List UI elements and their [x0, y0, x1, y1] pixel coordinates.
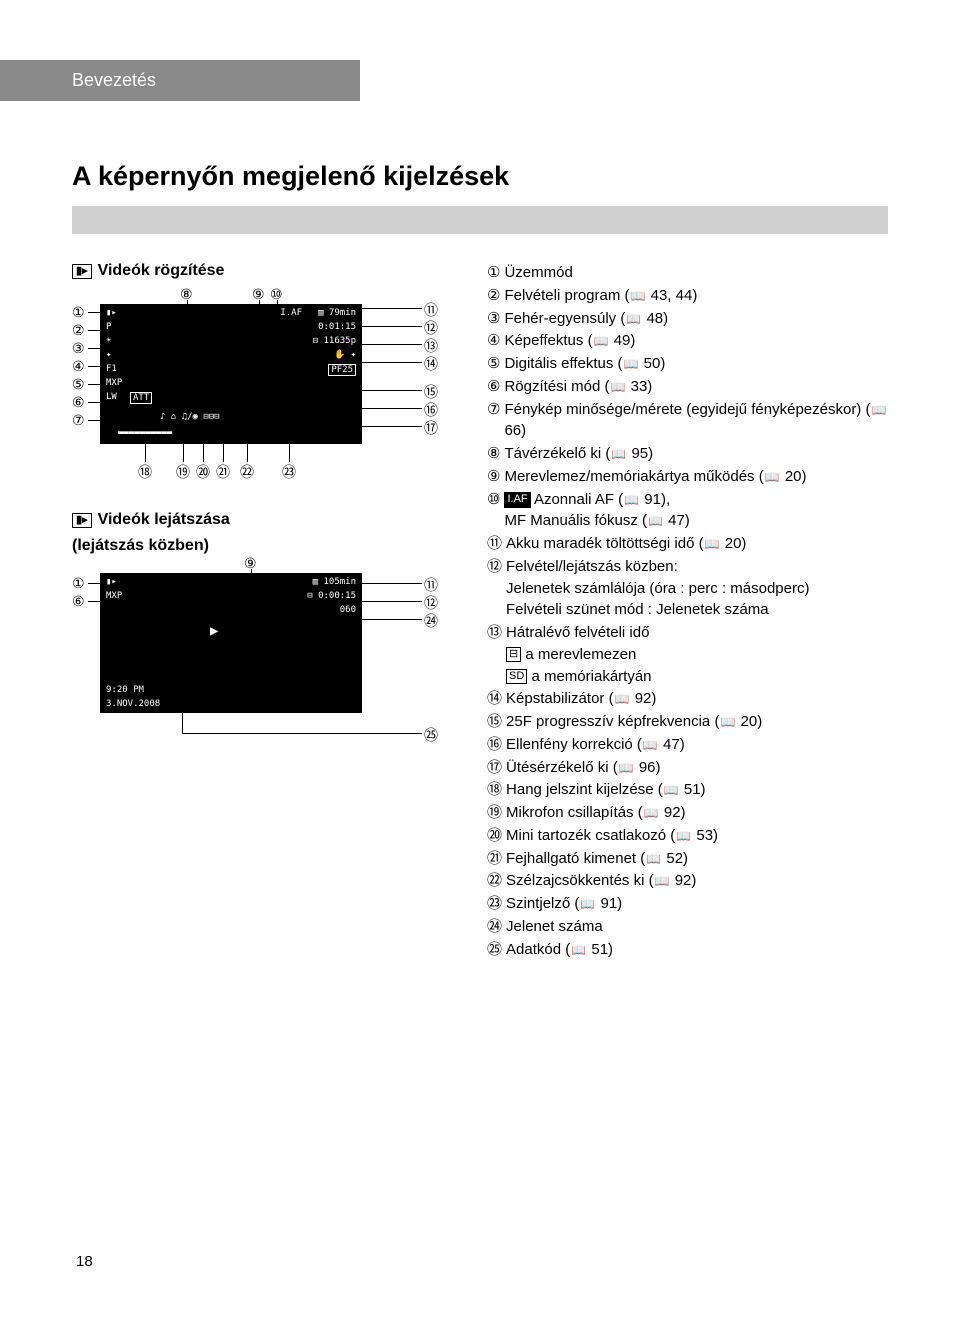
legend-9: ⑨Merevlemez/memóriakártya működés ( 20): [487, 466, 888, 488]
left-column: ▮▸ Videók rögzítése ① ② ③ ④ ⑤ ⑥ ⑦ ⑧ ⑨ ⑩ …: [72, 262, 467, 961]
callout-6: ⑥: [72, 394, 85, 411]
legend-24: ㉔Jelenet száma: [487, 916, 888, 938]
s1-eff: ✦: [106, 350, 111, 360]
mode1-label: ▮▸ Videók rögzítése: [72, 262, 467, 280]
callout-7: ⑦: [72, 412, 85, 429]
p-callout-25: ㉕: [424, 725, 438, 745]
legend-12: ⑫Felvétel/lejátszás közben:Jelenetek szá…: [487, 556, 888, 621]
callout-21: ㉑: [216, 462, 230, 482]
camera-mode-icon: ▮▸: [72, 264, 92, 279]
legend-16: ⑯Ellenfény korrekció ( 47): [487, 734, 888, 756]
callout-1: ①: [72, 304, 85, 321]
s2-counter: 060: [340, 605, 356, 615]
legend-4: ④Képeffektus ( 49): [487, 330, 888, 352]
mode2-sublabel: (lejátszás közben): [72, 537, 467, 555]
callout-23: ㉓: [282, 462, 296, 482]
callout-19: ⑲: [176, 462, 190, 482]
legend-20: ⑳Mini tartozék csatlakozó ( 53): [487, 825, 888, 847]
screen-playback: ▮▸ MXP ▥ 105min ⊟ 0:00:15 060 ▶ 9:20 PM …: [100, 573, 362, 713]
callout-22: ㉒: [240, 462, 254, 482]
s1-stab: ✋ ✦: [334, 350, 356, 360]
callout-11: ⑪: [424, 300, 438, 320]
s1-f1: F1: [106, 364, 117, 374]
s1-att: ATT: [130, 392, 152, 404]
legend-3: ③Fehér-egyensúly ( 48): [487, 308, 888, 330]
legend-17: ⑰Ütésérzékelő ki ( 96): [487, 757, 888, 779]
legend-25: ㉕Adatkód ( 51): [487, 939, 888, 961]
s2-clock: 9:20 PM: [106, 685, 144, 695]
legend-6: ⑥Rögzítési mód ( 33): [487, 376, 888, 398]
page-container: Bevezetés A képernyőn megjelenő kijelzés…: [0, 0, 960, 1001]
callout-3: ③: [72, 340, 85, 357]
s1-batt: ▥ 79min: [318, 308, 356, 318]
s2-date: 3.NOV.2008: [106, 699, 160, 709]
callout-16: ⑯: [424, 400, 438, 420]
header-bar: Bevezetés: [0, 60, 360, 101]
s1-level: ▬▬▬▬▬▬▬▬▬▬: [118, 428, 172, 438]
s2-play-icon: ▶: [210, 623, 218, 639]
s1-iaf: I.AF: [280, 308, 302, 318]
right-column: ①Üzemmód ②Felvételi program ( 43, 44) ③F…: [487, 262, 888, 961]
p-callout-24: ㉔: [424, 611, 438, 631]
legend-21: ㉑Fejhallgató kimenet ( 52): [487, 848, 888, 870]
diagram-playback: ① ⑥ ⑨ ⑪ ⑫ ㉔ ㉕ ▮▸ MXP ▥ 105min ⊟ 0:00:15 …: [72, 555, 467, 755]
s2-batt: ▥ 105min: [313, 577, 356, 587]
callout-2: ②: [72, 322, 85, 339]
p-callout-12: ⑫: [424, 593, 438, 613]
callout-12: ⑫: [424, 318, 438, 338]
legend-18: ⑱Hang jelszint kijelzése ( 51): [487, 779, 888, 801]
callout-20: ⑳: [196, 462, 210, 482]
legend-7: ⑦Fénykép minősége/mérete (egyidejű fényk…: [487, 399, 888, 443]
p-callout-11: ⑪: [424, 575, 438, 595]
s2-icon1: ▮▸: [106, 577, 117, 587]
content-columns: ▮▸ Videók rögzítése ① ② ③ ④ ⑤ ⑥ ⑦ ⑧ ⑨ ⑩ …: [72, 262, 888, 961]
s1-mxp: MXP: [106, 378, 122, 388]
mode2-label: ▮▸ Videók lejátszása: [72, 511, 467, 529]
callout-18: ⑱: [138, 462, 152, 482]
legend-23: ㉓Szintjelző ( 91): [487, 893, 888, 915]
callout-14: ⑭: [424, 354, 438, 374]
legend-15: ⑮25F progresszív képfrekvencia ( 20): [487, 711, 888, 733]
s2-mxp: MXP: [106, 591, 122, 601]
legend-22: ㉒Szélzajcsökkentés ki ( 92): [487, 870, 888, 892]
legend-19: ⑲Mikrofon csillapítás ( 92): [487, 802, 888, 824]
callout-15: ⑮: [424, 382, 438, 402]
play-mode-icon: ▮▸: [72, 513, 92, 528]
legend-2: ②Felvételi program ( 43, 44): [487, 285, 888, 307]
s1-icon1: ▮▸: [106, 308, 117, 318]
callout-5: ⑤: [72, 376, 85, 393]
s1-counter: ⊟ 11635p: [313, 336, 356, 346]
page-title: A képernyőn megjelenő kijelzések: [72, 161, 888, 192]
callout-4: ④: [72, 358, 85, 375]
mode1-text: Videók rögzítése: [98, 262, 225, 280]
screen-recording: ▮▸ P ☀ ✦ F1 MXP LW ATT ▥ 79min 0:01:15 ⊟…: [100, 304, 362, 444]
legend-13: ⑬Hátralévő felvételi idő⊟ a merevlemezen…: [487, 622, 888, 687]
s1-rectime: 0:01:15: [318, 322, 356, 332]
legend-8: ⑧Távérzékelő ki ( 95): [487, 443, 888, 465]
callout-13: ⑬: [424, 336, 438, 356]
s1-lw: LW: [106, 392, 117, 402]
s1-pf: PF25: [328, 364, 356, 376]
diagram-recording: ① ② ③ ④ ⑤ ⑥ ⑦ ⑧ ⑨ ⑩ ⑪ ⑫ ⑬ ⑭ ⑮ ⑯ ⑰ ⑱: [72, 286, 467, 491]
gray-stripe: [72, 206, 888, 234]
mode2-text: Videók lejátszása: [98, 511, 230, 529]
s1-p: P: [106, 322, 111, 332]
page-number: 18: [76, 1253, 93, 1270]
callout-17: ⑰: [424, 418, 438, 438]
p-callout-6: ⑥: [72, 593, 85, 610]
legend-10: ⑩I.AF Azonnali AF ( 91),MF Manuális fóku…: [487, 489, 888, 533]
legend-5: ⑤Digitális effektus ( 50): [487, 353, 888, 375]
p-callout-1: ①: [72, 575, 85, 592]
s1-wb: ☀: [106, 336, 111, 346]
legend-11: ⑪Akku maradék töltöttségi idő ( 20): [487, 533, 888, 555]
s2-rectime: ⊟ 0:00:15: [307, 591, 356, 601]
legend-14: ⑭Képstabilizátor ( 92): [487, 688, 888, 710]
s1-bottom-icons: ♪ ⌂ ♫/◉ ⊟⊟⊟: [160, 412, 220, 422]
legend-1: ①Üzemmód: [487, 262, 888, 284]
